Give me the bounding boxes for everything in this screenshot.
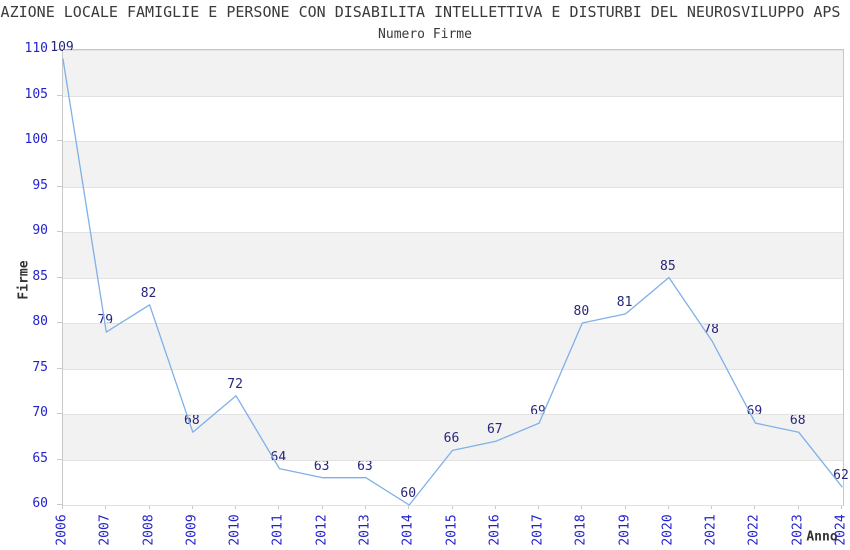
y-tick-mark xyxy=(57,95,62,96)
series-line-svg xyxy=(62,58,843,506)
x-tick-mark xyxy=(365,505,366,509)
gridline xyxy=(63,187,843,188)
x-tick-mark xyxy=(62,505,63,509)
x-tick-label: 2020 xyxy=(660,514,676,546)
data-label: 72 xyxy=(227,376,243,392)
data-label: 79 xyxy=(97,313,114,329)
x-tick-label: 2008 xyxy=(141,514,157,546)
data-label: 85 xyxy=(660,258,676,274)
y-tick-mark xyxy=(57,504,62,505)
data-label: 60 xyxy=(400,486,417,501)
gridline xyxy=(63,323,843,324)
data-label: 62 xyxy=(833,467,849,483)
chart-title: IAZIONE LOCALE FAMIGLIE E PERSONE CON DI… xyxy=(0,3,850,21)
x-tick-mark xyxy=(841,505,842,509)
x-tick-label: 2021 xyxy=(703,514,719,546)
y-tick-label: 65 xyxy=(32,450,48,466)
y-tick-label: 110 xyxy=(24,41,48,56)
gridline xyxy=(63,460,843,461)
x-tick-mark xyxy=(452,505,453,509)
x-tick-label: 2013 xyxy=(357,514,373,546)
x-tick-mark xyxy=(278,505,279,509)
gridline xyxy=(63,50,843,51)
y-tick-mark xyxy=(57,231,62,232)
y-tick-label: 105 xyxy=(24,86,48,102)
x-tick-mark xyxy=(538,505,539,509)
y-tick-mark xyxy=(57,140,62,141)
plot-band xyxy=(63,50,843,96)
x-tick-label: 2011 xyxy=(270,514,286,546)
y-tick-mark xyxy=(57,186,62,187)
plot-area xyxy=(62,49,844,506)
gridline xyxy=(63,414,843,415)
y-tick-mark xyxy=(57,49,62,50)
x-tick-label: 2015 xyxy=(444,514,459,546)
x-tick-mark xyxy=(581,505,582,509)
x-tick-label: 2024 xyxy=(833,514,849,546)
x-tick-mark xyxy=(495,505,496,509)
plot-band xyxy=(63,414,843,460)
y-tick-label: 75 xyxy=(32,359,48,375)
x-tick-label: 2019 xyxy=(617,514,633,546)
x-tick-mark xyxy=(408,505,409,509)
y-tick-mark xyxy=(57,368,62,369)
y-tick-label: 80 xyxy=(32,314,48,329)
x-tick-mark xyxy=(322,505,323,509)
data-label: 68 xyxy=(789,413,806,429)
data-label: 80 xyxy=(573,304,590,319)
series-line xyxy=(62,58,843,506)
y-tick-mark xyxy=(57,322,62,323)
plot-band xyxy=(63,323,843,369)
data-label: 81 xyxy=(616,294,633,310)
chart-subtitle: Numero Firme xyxy=(378,27,472,42)
y-tick-mark xyxy=(57,413,62,414)
plot-band xyxy=(63,232,843,278)
gridline xyxy=(63,141,843,142)
x-tick-mark xyxy=(798,505,799,509)
x-tick-label: 2009 xyxy=(184,514,200,546)
x-tick-mark xyxy=(235,505,236,509)
data-label: 82 xyxy=(140,285,157,301)
x-tick-mark xyxy=(711,505,712,509)
x-tick-mark xyxy=(105,505,106,509)
x-tick-label: 2006 xyxy=(54,514,70,546)
y-tick-label: 70 xyxy=(32,405,48,420)
y-tick-label: 100 xyxy=(24,132,48,147)
x-tick-label: 2018 xyxy=(573,514,589,546)
x-tick-mark xyxy=(625,505,626,509)
x-tick-label: 2017 xyxy=(530,514,546,546)
data-label: 63 xyxy=(313,458,330,474)
gridline xyxy=(63,505,843,506)
x-tick-label: 2007 xyxy=(97,514,113,546)
x-tick-label: 2010 xyxy=(227,514,243,546)
x-tick-label: 2016 xyxy=(487,514,503,546)
gridline xyxy=(63,369,843,370)
gridline xyxy=(63,278,843,279)
y-tick-label: 60 xyxy=(32,496,48,511)
x-tick-label: 2023 xyxy=(790,514,806,546)
plot-band xyxy=(63,141,843,187)
gridline xyxy=(63,232,843,233)
y-tick-mark xyxy=(57,459,62,460)
data-label: 109 xyxy=(50,40,74,56)
x-axis-title: Anno xyxy=(806,529,838,545)
data-label: 66 xyxy=(443,431,460,447)
y-tick-mark xyxy=(57,277,62,278)
x-tick-mark xyxy=(149,505,150,509)
x-tick-label: 2012 xyxy=(314,514,330,546)
x-tick-mark xyxy=(668,505,669,509)
x-tick-label: 2022 xyxy=(746,514,762,546)
y-tick-label: 90 xyxy=(32,223,48,238)
x-tick-mark xyxy=(754,505,755,509)
x-tick-label: 2014 xyxy=(400,514,416,546)
data-label: 67 xyxy=(486,422,503,438)
y-tick-label: 85 xyxy=(32,268,48,284)
y-tick-label: 95 xyxy=(32,177,48,193)
gridline xyxy=(63,96,843,97)
data-label: 63 xyxy=(357,458,373,474)
x-tick-mark xyxy=(192,505,193,509)
